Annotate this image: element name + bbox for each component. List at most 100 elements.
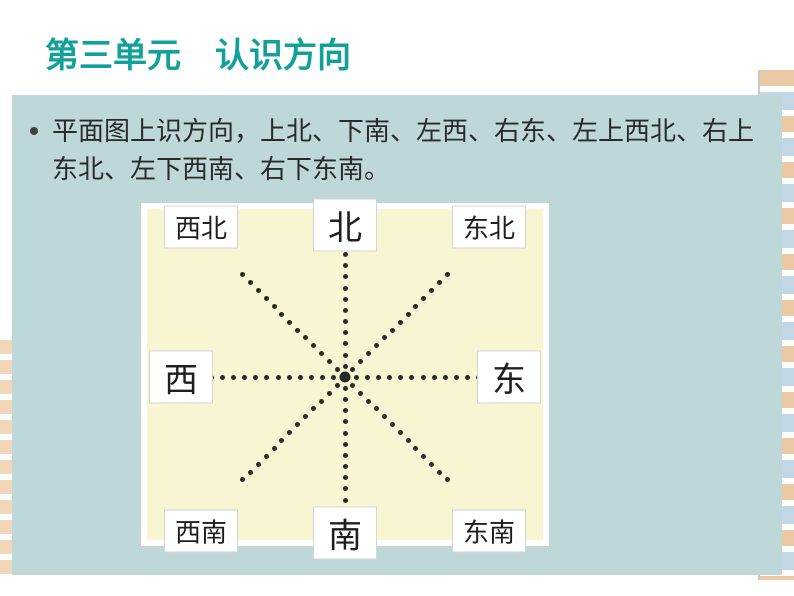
compass-dot: [327, 359, 332, 364]
compass-dot: [343, 498, 348, 503]
compass-dot: [376, 375, 381, 380]
compass-dot: [295, 422, 300, 427]
compass-dot: [406, 312, 411, 317]
compass-label-w: 西: [149, 351, 213, 404]
content-panel: 平面图上识方向，上北、下南、左西、右东、左上西北、右上东北、左下西南、右下东南。…: [12, 95, 782, 575]
compass-dot: [358, 391, 363, 396]
compass-dot: [298, 375, 303, 380]
compass-dot: [343, 330, 348, 335]
compass-dot: [343, 442, 348, 447]
compass-dot: [443, 375, 448, 380]
compass-dot: [421, 296, 426, 301]
compass-dot: [454, 375, 459, 380]
compass-dot: [437, 280, 442, 285]
compass-dot: [343, 397, 348, 402]
compass-dot: [253, 375, 258, 380]
compass-dot: [421, 454, 426, 459]
compass-dot: [303, 414, 308, 419]
compass-dot: [335, 383, 340, 388]
compass-dot: [240, 272, 245, 277]
compass-dot: [264, 454, 269, 459]
body-text: 平面图上识方向，上北、下南、左西、右东、左上西北、右上东北、左下西南、右下东南。: [52, 113, 764, 188]
compass-dot: [374, 343, 379, 348]
compass-label-s: 南: [313, 507, 377, 560]
compass-dot: [319, 399, 324, 404]
compass-dot: [279, 438, 284, 443]
compass-dot: [343, 431, 348, 436]
compass-dot: [421, 375, 426, 380]
compass-dot: [220, 375, 225, 380]
bullet-row: 平面图上识方向，上北、下南、左西、右东、左上西北、右上东北、左下西南、右下东南。: [30, 113, 764, 188]
compass-dot: [231, 375, 236, 380]
compass-dot: [465, 375, 470, 380]
compass-dot: [406, 438, 411, 443]
compass-dot: [354, 375, 359, 380]
compass-dot: [343, 386, 348, 391]
compass-dot: [343, 341, 348, 346]
compass-dot: [350, 367, 355, 372]
compass-dot: [398, 375, 403, 380]
compass-dot: [320, 375, 325, 380]
compass-dot: [343, 252, 348, 257]
compass-dot: [248, 470, 253, 475]
compass-dot: [398, 430, 403, 435]
compass-dot: [319, 351, 324, 356]
compass-dot: [343, 486, 348, 491]
compass-dot: [327, 391, 332, 396]
title-region: 第三单元 认识方向: [0, 0, 794, 95]
compass-dot: [343, 263, 348, 268]
compass-dot: [343, 419, 348, 424]
compass-dot: [343, 353, 348, 358]
compass-dot: [335, 367, 340, 372]
compass-dot: [343, 464, 348, 469]
compass-diagram-wrap: 北南西东西北东北西南东南: [140, 202, 550, 547]
compass-label-nw: 西北: [164, 206, 238, 249]
compass-dot: [309, 375, 314, 380]
compass-dot: [287, 320, 292, 325]
compass-dot: [445, 477, 450, 482]
compass-dot: [279, 312, 284, 317]
compass-center-dot: [340, 372, 351, 383]
compass-dot: [256, 288, 261, 293]
compass-dot: [248, 280, 253, 285]
compass-label-n: 北: [313, 199, 377, 252]
compass-dot: [413, 304, 418, 309]
compass-dot: [303, 335, 308, 340]
compass-dot: [432, 375, 437, 380]
compass-dot: [331, 375, 336, 380]
compass-dot: [287, 375, 292, 380]
bullet-dot: [30, 127, 38, 135]
compass-label-se: 东南: [452, 510, 526, 553]
compass-dot: [343, 274, 348, 279]
compass-dot: [390, 328, 395, 333]
compass-dot: [343, 286, 348, 291]
compass-dot: [343, 364, 348, 369]
compass-dot: [445, 272, 450, 277]
compass-dot: [374, 406, 379, 411]
compass-dot: [429, 288, 434, 293]
page-title: 第三单元 认识方向: [45, 28, 794, 77]
compass-dot: [343, 308, 348, 313]
compass-dot: [350, 383, 355, 388]
compass-dot: [295, 328, 300, 333]
compass-dot: [382, 335, 387, 340]
compass-dot: [272, 446, 277, 451]
compass-dot: [366, 351, 371, 356]
compass-dot: [343, 475, 348, 480]
compass-dot: [409, 375, 414, 380]
compass-dot: [365, 375, 370, 380]
compass-label-sw: 西南: [164, 510, 238, 553]
compass-dot: [240, 477, 245, 482]
compass-dot: [287, 430, 292, 435]
compass-dot: [264, 375, 269, 380]
compass-dot: [276, 375, 281, 380]
compass-dot: [264, 296, 269, 301]
compass-dot: [343, 408, 348, 413]
compass-dot: [256, 462, 261, 467]
compass-dot: [343, 297, 348, 302]
compass-dot: [366, 399, 371, 404]
compass-dot: [390, 422, 395, 427]
compass-dot: [387, 375, 392, 380]
compass-diagram: 北南西东西北东北西南东南: [147, 209, 543, 540]
compass-dot: [437, 470, 442, 475]
